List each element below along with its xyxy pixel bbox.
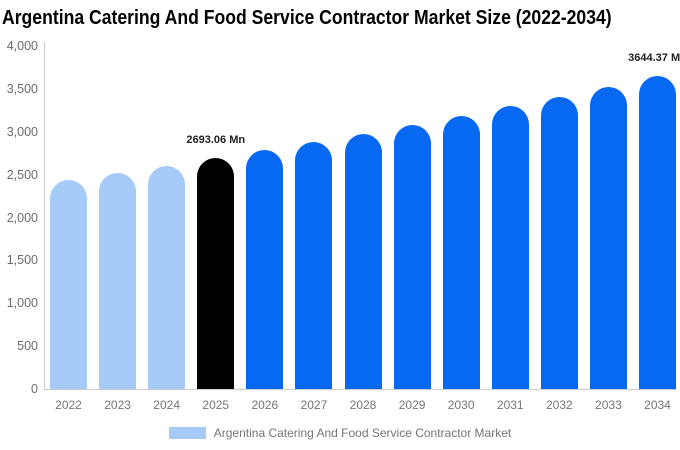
y-tick-label: 500 (17, 339, 38, 354)
x-axis-line (44, 389, 677, 390)
y-tick-label: 3,500 (6, 81, 38, 96)
y-axis-line (44, 42, 45, 389)
bar-2034[interactable] (639, 76, 676, 389)
value-label-2025: 2693.06 Mn (186, 134, 246, 147)
bar-2029[interactable] (393, 124, 431, 389)
chart-title: Argentina Catering And Food Service Cont… (2, 7, 612, 29)
x-tick-label-2023: 2023 (104, 398, 131, 412)
x-tick-label-2028: 2028 (349, 398, 377, 412)
x-tick-label-2030: 2030 (447, 398, 475, 412)
x-tick-label-2027: 2027 (300, 398, 328, 412)
legend[interactable]: Argentina Catering And Food Service Cont… (0, 426, 680, 440)
bar-2026[interactable] (246, 150, 284, 389)
x-tick-label-2034: 2034 (644, 398, 671, 412)
x-tick-label-2029: 2029 (398, 398, 426, 412)
y-tick-label: 3,000 (6, 124, 38, 139)
bar-2022[interactable] (50, 180, 87, 389)
y-tick-label: 0 (31, 382, 38, 396)
bar-2024[interactable] (148, 165, 186, 389)
y-tick-label: 2,000 (6, 210, 38, 225)
y-tick-label: 1,500 (6, 253, 38, 268)
x-tick-label-2022: 2022 (55, 398, 82, 412)
x-tick-label-2025: 2025 (202, 398, 230, 412)
value-label-2034: 3644.37 Mn (628, 52, 680, 65)
bar-2025[interactable] (197, 158, 235, 389)
y-tick-label: 2,500 (6, 167, 38, 182)
bar-2030[interactable] (442, 115, 480, 389)
legend-swatch (168, 427, 206, 439)
x-tick-label-2031: 2031 (496, 398, 524, 412)
bar-2031[interactable] (491, 106, 529, 389)
bar-2028[interactable] (344, 133, 382, 389)
x-tick-label-2026: 2026 (251, 398, 279, 412)
bar-2033[interactable] (589, 86, 627, 389)
bar-2023[interactable] (99, 173, 137, 389)
legend-label: Argentina Catering And Food Service Cont… (213, 426, 512, 440)
bar-2027[interactable] (295, 142, 333, 389)
bar-2032[interactable] (540, 96, 578, 389)
y-tick-label: 1,000 (6, 296, 38, 311)
x-tick-label-2033: 2033 (595, 398, 622, 412)
x-tick-label-2032: 2032 (545, 398, 573, 412)
x-tick-label-2024: 2024 (153, 398, 180, 412)
y-tick-label: 4,000 (6, 39, 38, 53)
